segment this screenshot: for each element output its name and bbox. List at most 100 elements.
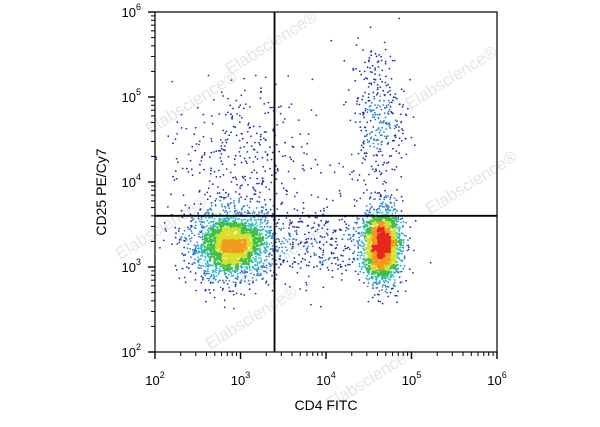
event-dot <box>210 169 212 172</box>
event-dot <box>201 224 204 227</box>
event-dot <box>201 255 204 257</box>
event-dot <box>322 253 324 256</box>
event-dot <box>337 268 339 270</box>
event-dot <box>246 212 249 215</box>
event-dot <box>397 267 399 270</box>
event-dot <box>370 272 374 276</box>
event-dot <box>376 154 378 157</box>
event-dot <box>339 195 342 197</box>
event-dot <box>383 206 386 208</box>
event-dot <box>265 230 268 233</box>
event-dot <box>381 69 384 72</box>
event-dot <box>384 195 387 197</box>
event-dot <box>218 252 221 256</box>
event-dot <box>203 245 206 248</box>
event-dot <box>221 205 224 208</box>
event-dot <box>220 221 224 224</box>
event-dot <box>335 247 338 249</box>
event-dot <box>266 225 269 228</box>
event-dot <box>319 256 322 259</box>
event-dot <box>218 268 221 270</box>
event-dot <box>269 106 272 109</box>
event-dot <box>352 235 355 238</box>
event-dot <box>197 256 200 259</box>
event-dot <box>349 173 351 176</box>
event-dot <box>372 154 375 157</box>
event-dot <box>379 260 383 264</box>
event-dot <box>206 272 209 275</box>
event-dot <box>380 256 383 259</box>
event-dot <box>193 203 196 205</box>
event-dot <box>297 221 300 223</box>
event-dot <box>375 168 377 171</box>
event-dot <box>352 69 355 71</box>
event-dot <box>325 241 328 244</box>
event-dot <box>368 82 371 85</box>
event-dot <box>223 272 226 274</box>
event-dot <box>218 279 221 282</box>
event-dot <box>357 37 360 39</box>
event-dot <box>349 238 351 241</box>
event-dot <box>354 79 357 82</box>
event-dot <box>204 262 207 265</box>
event-dot <box>258 213 260 216</box>
event-dot <box>268 262 271 265</box>
event-dot <box>314 212 317 214</box>
event-dot <box>387 211 390 214</box>
event-dot <box>331 276 334 279</box>
event-dot <box>255 274 258 277</box>
event-dot <box>163 239 165 242</box>
event-dot <box>232 217 235 219</box>
event-dot <box>226 245 230 248</box>
event-dot <box>210 167 213 170</box>
event-dot <box>261 209 264 212</box>
event-dot <box>277 106 280 109</box>
event-dot <box>291 221 294 224</box>
event-dot <box>216 234 219 237</box>
event-dot <box>204 288 207 291</box>
event-dot <box>389 55 392 58</box>
event-dot <box>380 55 382 58</box>
event-dot <box>292 160 295 163</box>
event-dot <box>207 211 210 214</box>
event-dot <box>210 202 213 204</box>
event-dot <box>402 241 405 244</box>
event-dot <box>259 221 262 224</box>
event-dot <box>374 104 376 106</box>
event-dot <box>234 246 237 250</box>
event-dot <box>190 220 192 223</box>
event-dot <box>229 271 232 273</box>
event-dot <box>248 266 251 269</box>
event-dot <box>377 300 380 303</box>
event-dot <box>392 271 395 274</box>
event-dot <box>327 258 330 261</box>
event-dot <box>263 266 266 268</box>
event-dot <box>261 182 263 184</box>
event-dot <box>267 220 269 222</box>
event-dot <box>379 95 381 97</box>
event-dot <box>388 67 391 70</box>
event-dot <box>374 222 378 225</box>
event-dot <box>387 286 390 288</box>
scatter-points <box>155 17 432 310</box>
event-dot <box>364 212 366 214</box>
event-dot <box>226 211 229 214</box>
event-dot <box>366 240 370 244</box>
event-dot <box>299 288 302 290</box>
event-dot <box>360 268 363 271</box>
event-dot <box>278 227 280 230</box>
event-dot <box>356 258 359 261</box>
event-dot <box>367 272 370 275</box>
event-dot <box>190 168 193 171</box>
event-dot <box>252 210 255 213</box>
event-dot <box>392 112 394 115</box>
event-dot <box>400 238 403 242</box>
event-dot <box>213 277 216 279</box>
event-dot <box>289 156 292 159</box>
event-dot <box>389 276 392 279</box>
event-dot <box>291 145 294 148</box>
event-dot <box>204 256 207 259</box>
event-dot <box>373 116 376 118</box>
event-dot <box>387 295 390 298</box>
event-dot <box>193 249 196 252</box>
